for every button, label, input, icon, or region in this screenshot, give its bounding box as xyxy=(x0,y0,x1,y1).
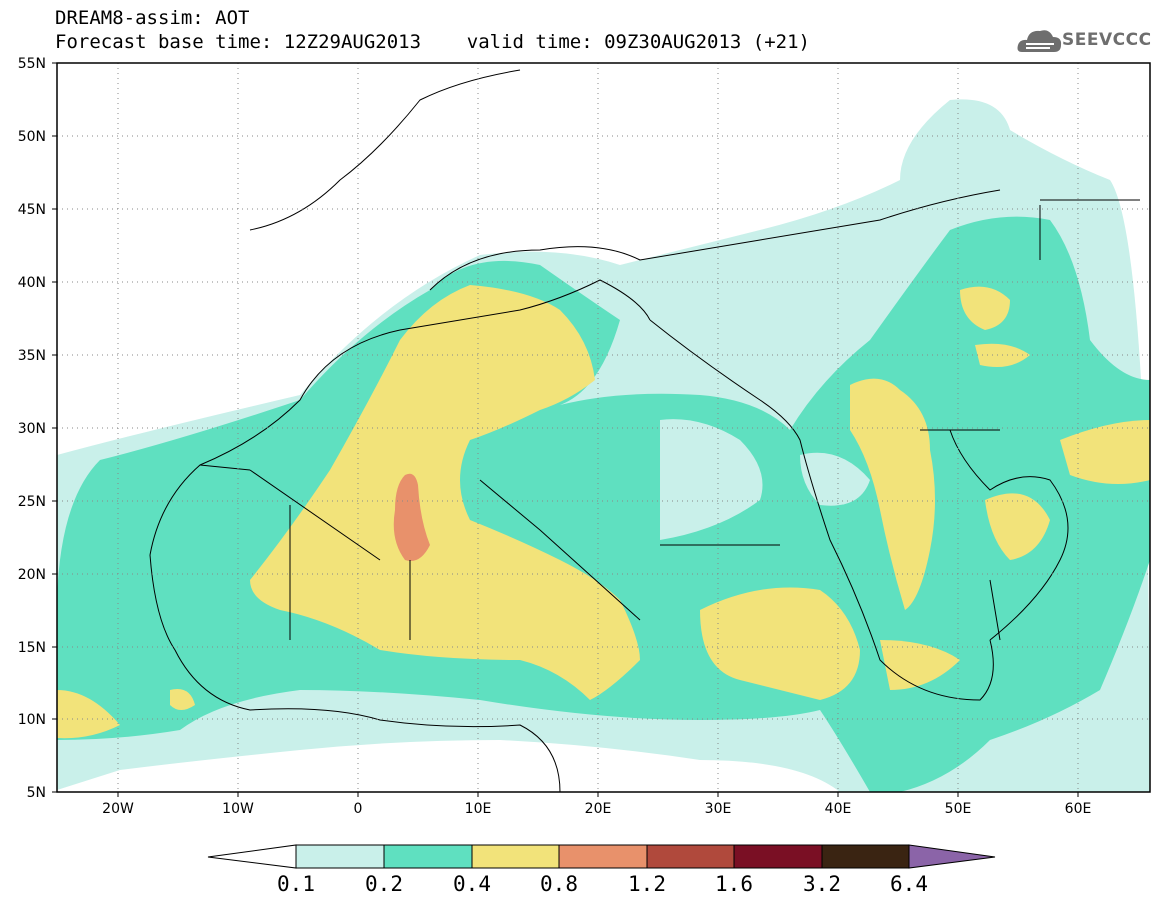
lat-label: 40N xyxy=(18,275,46,291)
lat-label: 20N xyxy=(18,567,46,583)
lon-label: 30E xyxy=(705,801,732,817)
lat-label: 45N xyxy=(18,202,46,218)
lat-label: 10N xyxy=(18,712,46,728)
lat-label: 15N xyxy=(18,640,46,656)
aot-level-04 xyxy=(250,285,640,700)
aot-field xyxy=(57,63,1150,792)
colorbar-segment xyxy=(908,844,996,869)
colorbar-segment xyxy=(646,844,735,869)
lon-label: 40E xyxy=(825,801,852,817)
colorbar-segment xyxy=(733,844,823,869)
lat-label: 5N xyxy=(27,785,46,801)
seevccc-logo-text: SEEVCCC xyxy=(1062,30,1152,50)
lon-label: 20W xyxy=(102,801,134,817)
colorbar-segment xyxy=(558,844,648,869)
colorbar-label: 0.2 xyxy=(365,872,403,896)
lon-label: 60E xyxy=(1065,801,1092,817)
colorbar-label: 1.6 xyxy=(715,872,753,896)
lon-axis-labels: 20W 10W 0 10E 20E 30E 40E 50E 60E xyxy=(102,801,1091,817)
tick-marks xyxy=(52,62,1079,797)
colorbar-label: 0.8 xyxy=(540,872,578,896)
colorbar-segment xyxy=(471,844,560,869)
lon-label: 20E xyxy=(585,801,612,817)
cloud-icon xyxy=(1017,30,1062,52)
lat-label: 55N xyxy=(18,56,46,72)
lon-label: 0 xyxy=(354,801,363,817)
lat-label: 50N xyxy=(18,129,46,145)
colorbar xyxy=(207,844,996,869)
lat-label: 25N xyxy=(18,494,46,510)
chart-title: DREAM8-assim: AOT xyxy=(55,7,250,29)
lon-label: 10W xyxy=(222,801,254,817)
coastlines xyxy=(149,69,1140,792)
lat-label: 30N xyxy=(18,421,46,437)
aot-level-02 xyxy=(57,216,1150,792)
aot-level-08 xyxy=(393,473,430,561)
colorbar-segment xyxy=(821,844,910,869)
colorbar-label: 6.4 xyxy=(890,872,928,896)
lat-axis-labels: 55N 50N 45N 40N 35N 30N 25N 20N 15N 10N … xyxy=(18,56,46,801)
colorbar-label: 0.1 xyxy=(277,872,315,896)
colorbar-segment xyxy=(207,844,297,869)
colorbar-label: 3.2 xyxy=(803,872,841,896)
colorbar-label: 0.4 xyxy=(453,872,491,896)
forecast-time-line: Forecast base time: 12Z29AUG2013 valid t… xyxy=(55,31,810,53)
colorbar-segment xyxy=(383,844,473,869)
gridlines xyxy=(57,63,1150,792)
lon-label: 50E xyxy=(945,801,972,817)
colorbar-label: 1.2 xyxy=(628,872,666,896)
lon-label: 10E xyxy=(465,801,492,817)
lat-label: 35N xyxy=(18,348,46,364)
colorbar-segment xyxy=(295,844,385,869)
